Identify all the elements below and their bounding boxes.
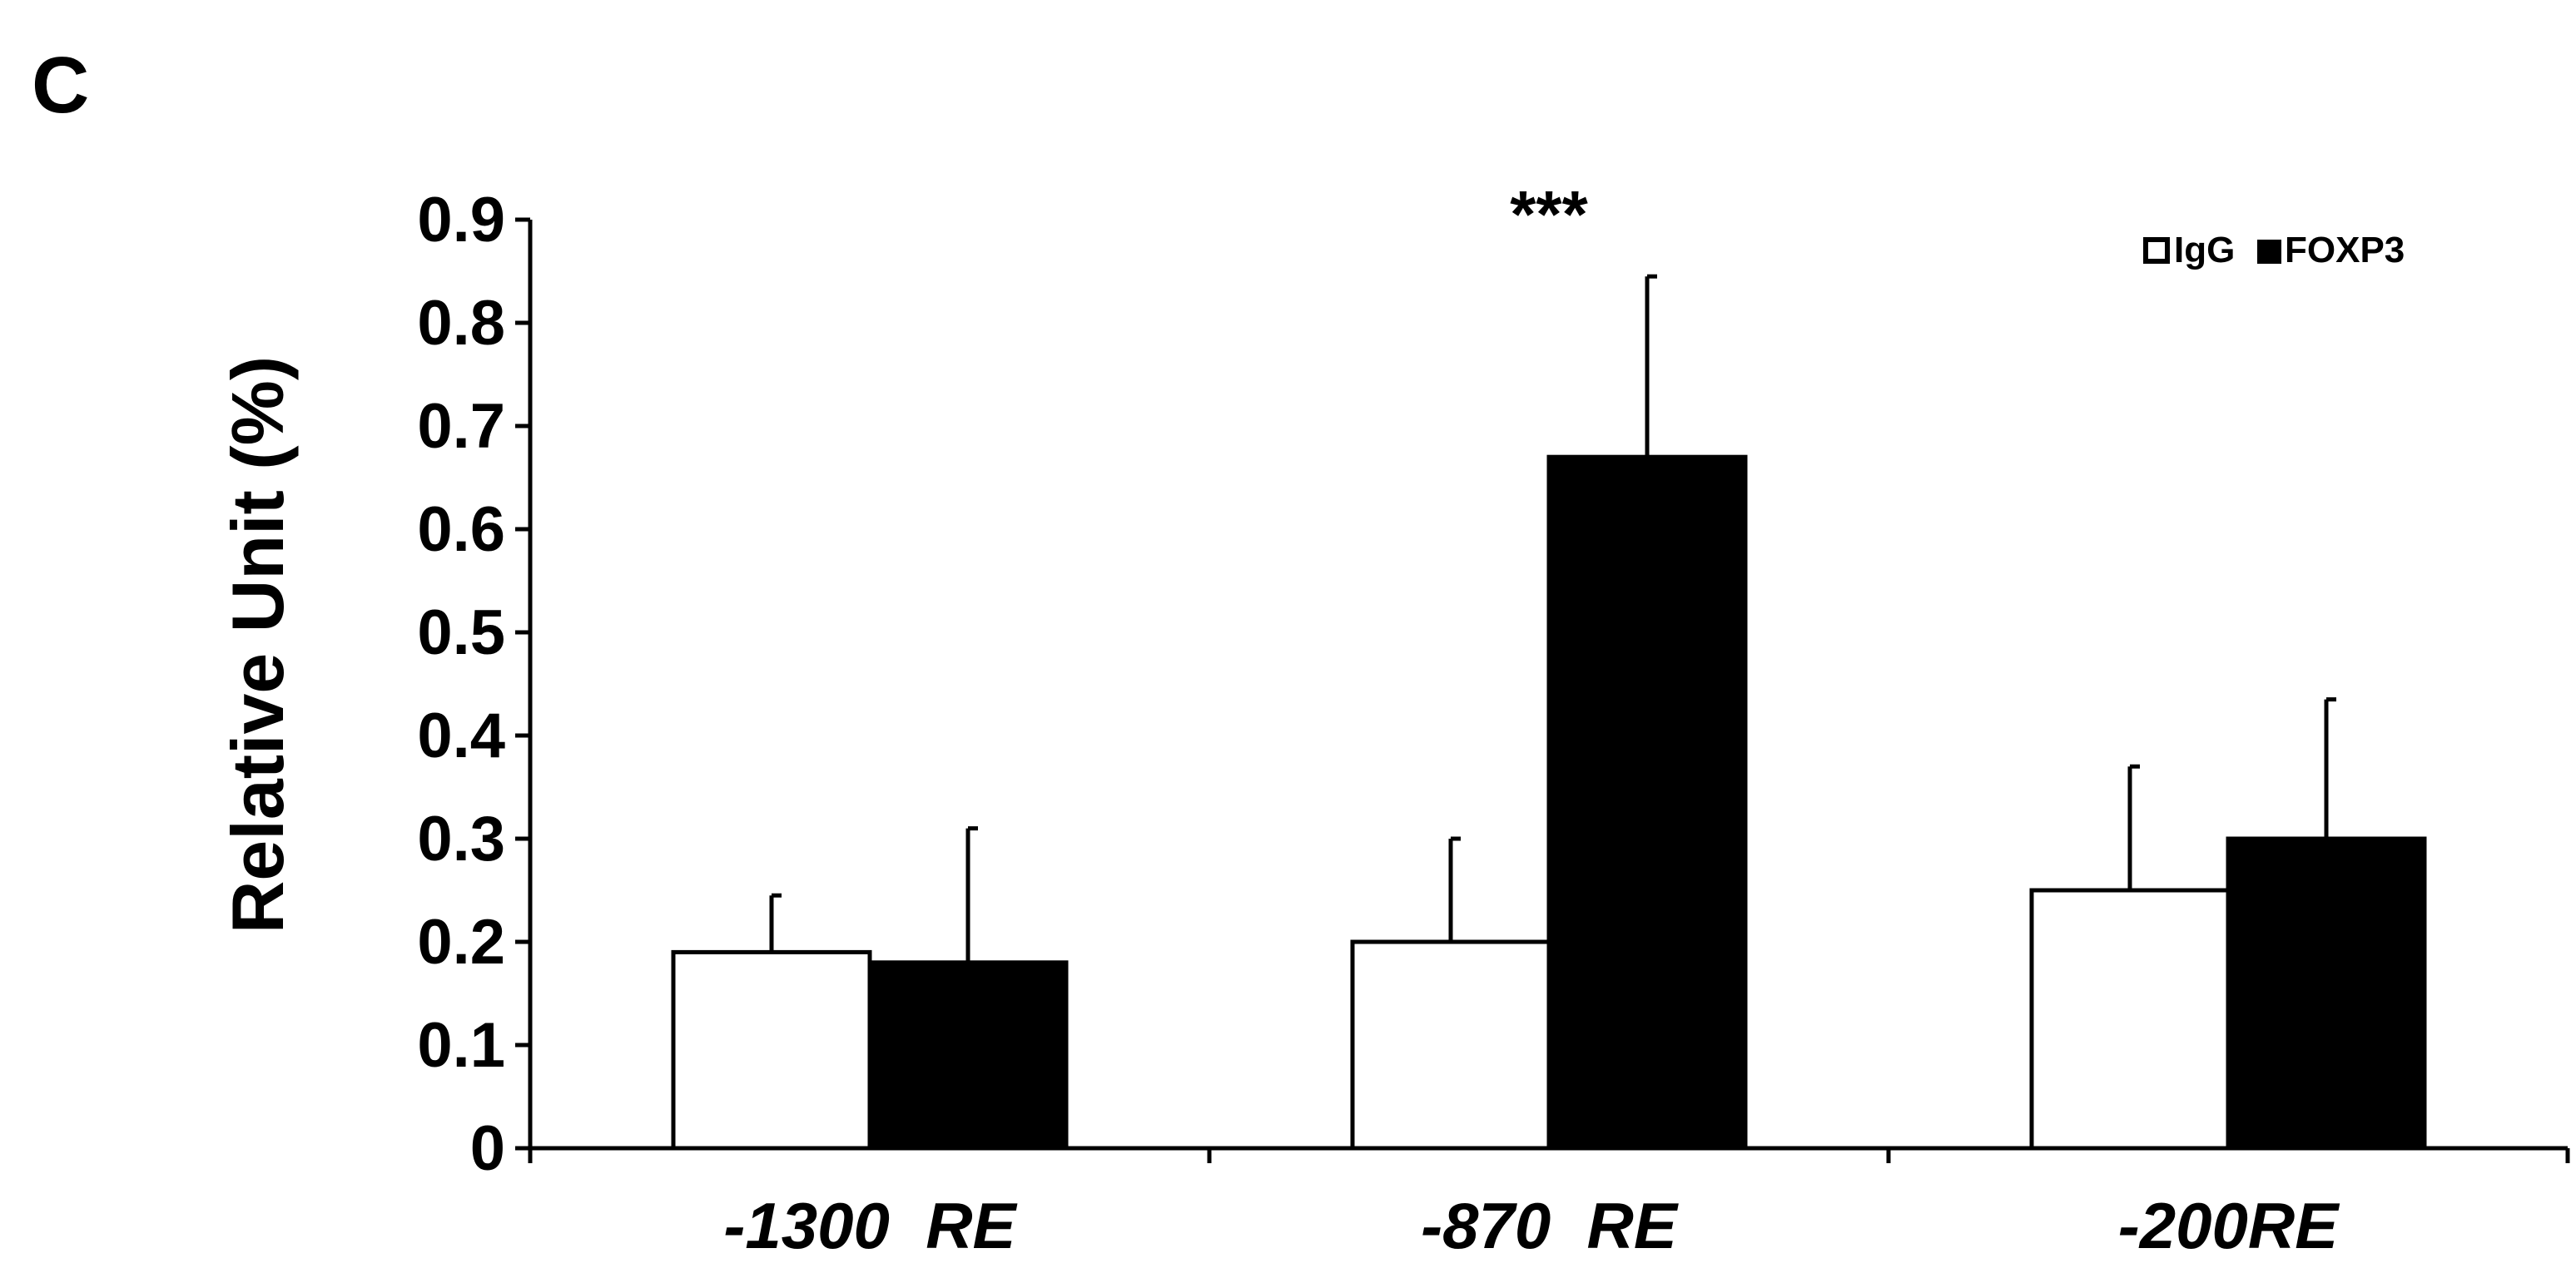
y-axis-label: Relative Unit (%) <box>216 356 299 934</box>
bar-igg <box>2029 888 2231 1151</box>
y-tick-label: 0.6 <box>417 494 505 565</box>
panel-label: C <box>32 41 89 130</box>
legend-swatch-igg <box>2143 237 2170 264</box>
legend-swatch-foxp3 <box>2257 240 2281 264</box>
bar-foxp3 <box>1546 454 1748 1151</box>
y-tick-label: 0 <box>470 1113 505 1184</box>
bar-igg <box>1350 939 1551 1151</box>
y-tick-label: 0.3 <box>417 804 505 874</box>
bar-igg <box>671 949 872 1151</box>
y-tick-label: 0.8 <box>417 288 505 359</box>
significance-marker: *** <box>1510 177 1588 251</box>
bar-foxp3 <box>867 960 1069 1151</box>
x-category-label: -200RE <box>2118 1189 2340 1262</box>
y-tick-label: 0.9 <box>417 185 505 255</box>
y-tick-label: 0.7 <box>417 391 505 462</box>
x-category-label: -1300 RE <box>723 1189 1017 1262</box>
y-tick-label: 0.1 <box>417 1010 505 1081</box>
legend-label-igg: IgG <box>2174 230 2235 270</box>
x-category-label: -870 RE <box>1421 1189 1679 1262</box>
legend-label-foxp3: FOXP3 <box>2285 230 2405 270</box>
plot-area: 0 0.1 0.2 0.3 0.4 0.5 0.6 0.7 0.8 0.9 -1300 RE -870… <box>417 177 2570 1262</box>
legend: IgG FOXP3 <box>2143 230 2405 270</box>
y-tick-label: 0.4 <box>417 701 505 771</box>
bar-foxp3 <box>2226 836 2427 1151</box>
y-tick-label: 0.2 <box>417 907 505 978</box>
y-tick-label: 0.5 <box>417 597 505 668</box>
